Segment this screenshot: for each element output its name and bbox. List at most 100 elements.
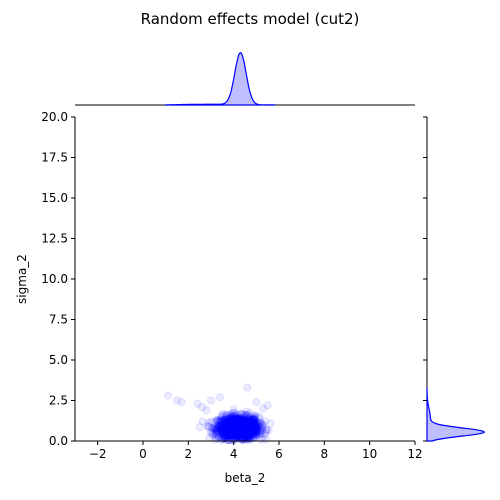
scatter-point [236, 416, 245, 425]
scatter-point [231, 416, 240, 425]
scatter-point [212, 423, 222, 432]
scatter-point [234, 426, 243, 436]
scatter-point [223, 425, 233, 434]
scatter-point [234, 421, 243, 430]
scatter-point [248, 425, 257, 434]
scatter-point [240, 425, 249, 434]
scatter-point [240, 428, 249, 437]
scatter-point [235, 426, 244, 435]
scatter-point [225, 430, 234, 439]
scatter-point [247, 427, 256, 436]
scatter-point [229, 430, 239, 439]
scatter-point [242, 434, 252, 443]
scatter-point [243, 427, 252, 436]
scatter-point [232, 427, 241, 436]
scatter-point [227, 419, 236, 428]
scatter-point [235, 416, 244, 425]
scatter-point [237, 431, 246, 440]
scatter-point [231, 431, 240, 440]
scatter-point [245, 419, 254, 428]
scatter-point [229, 428, 239, 438]
scatter-point [228, 422, 237, 432]
scatter-point [228, 419, 237, 428]
scatter-point [239, 426, 249, 435]
scatter-point [244, 424, 253, 433]
scatter-point [248, 420, 257, 430]
scatter-point [236, 427, 246, 436]
scatter-point [239, 415, 248, 424]
scatter-point [238, 421, 247, 430]
x-tick-label: 0 [139, 447, 147, 461]
scatter-point [232, 419, 241, 428]
scatter-point [233, 431, 242, 440]
scatter-point [250, 413, 259, 422]
scatter-point [238, 423, 248, 433]
scatter-point [234, 424, 244, 433]
scatter-point [202, 406, 211, 415]
scatter-point [236, 415, 245, 424]
scatter-point [237, 421, 247, 430]
scatter-point [224, 428, 234, 437]
scatter-point [223, 422, 232, 431]
scatter-point [229, 430, 238, 439]
scatter-point [226, 417, 235, 426]
scatter-point [235, 422, 244, 431]
scatter-point [228, 416, 237, 425]
scatter-point [262, 425, 271, 434]
scatter-point [224, 423, 233, 432]
scatter-point [236, 424, 245, 433]
scatter-point [231, 426, 240, 435]
scatter-point [250, 415, 259, 424]
scatter-point [233, 419, 242, 428]
scatter-point [239, 428, 248, 438]
scatter-point [224, 424, 233, 433]
scatter-point [230, 429, 239, 439]
scatter-point [229, 428, 239, 437]
scatter-point [218, 428, 227, 437]
scatter-point [233, 421, 242, 430]
scatter-point [231, 421, 240, 430]
scatter-point [216, 429, 225, 438]
scatter-point [245, 427, 255, 436]
scatter-point [237, 419, 246, 428]
scatter-point [232, 420, 241, 429]
scatter-point [233, 423, 242, 432]
scatter-point [219, 425, 229, 434]
scatter-point [230, 420, 240, 430]
scatter-point [239, 423, 248, 433]
scatter-point [223, 421, 232, 431]
scatter-point [242, 425, 251, 434]
scatter-point [219, 430, 228, 439]
scatter-point [242, 407, 252, 416]
scatter-point [231, 418, 240, 427]
scatter-point [245, 420, 254, 429]
scatter-point [241, 424, 250, 434]
scatter-point [216, 422, 225, 431]
scatter-point [206, 396, 216, 405]
scatter-point [225, 424, 235, 433]
scatter-point [231, 418, 241, 427]
scatter-point [249, 419, 258, 428]
scatter-point [237, 417, 246, 426]
scatter-point [234, 426, 243, 435]
scatter-point [243, 423, 252, 433]
scatter-point [232, 427, 241, 436]
scatter-point [210, 417, 219, 427]
scatter-point [232, 421, 241, 430]
scatter-point [227, 416, 236, 426]
scatter-point [246, 421, 255, 430]
scatter-point [239, 424, 248, 434]
scatter-point [236, 423, 245, 433]
scatter-point [241, 426, 250, 435]
x-axis-label: beta_2 [225, 471, 266, 485]
scatter-point [226, 425, 235, 435]
scatter-point [217, 427, 227, 436]
scatter-point [234, 415, 243, 424]
scatter-point [228, 424, 237, 434]
scatter-point [219, 420, 228, 429]
scatter-point [228, 422, 238, 432]
scatter-point [260, 430, 269, 439]
scatter-point [246, 423, 255, 432]
scatter-point [225, 423, 234, 433]
